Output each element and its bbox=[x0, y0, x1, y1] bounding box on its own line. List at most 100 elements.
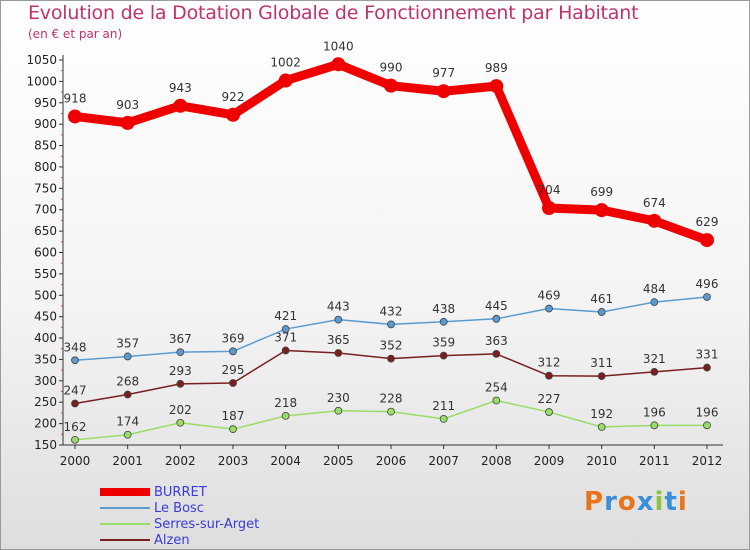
y-tick-label: 700 bbox=[34, 203, 57, 217]
data-point bbox=[123, 430, 132, 439]
data-label: 365 bbox=[327, 333, 350, 347]
y-tick-label: 400 bbox=[34, 331, 57, 345]
logo-letter: i bbox=[654, 487, 665, 517]
logo-letter: t bbox=[664, 487, 678, 517]
legend-item-burret[interactable]: BURRET bbox=[100, 484, 259, 500]
data-point bbox=[650, 298, 659, 307]
data-point bbox=[703, 363, 711, 372]
y-tick-label: 350 bbox=[34, 352, 57, 366]
data-label: 421 bbox=[274, 309, 297, 323]
data-label: 218 bbox=[274, 396, 297, 410]
data-label: 331 bbox=[696, 348, 719, 362]
data-label: 192 bbox=[590, 407, 613, 421]
legend-swatch-burret bbox=[100, 488, 150, 496]
data-point bbox=[545, 408, 553, 416]
data-label: 922 bbox=[222, 90, 245, 104]
y-tick-label: 450 bbox=[34, 310, 57, 324]
data-label: 977 bbox=[432, 66, 455, 80]
legend-label-le-bosc: Le Bosc bbox=[154, 500, 204, 516]
x-tick-label: 2004 bbox=[270, 454, 301, 468]
data-label: 196 bbox=[696, 405, 719, 419]
y-tick-label: 950 bbox=[34, 96, 57, 110]
chart-title: Evolution de la Dotation Globale de Fonc… bbox=[28, 2, 639, 24]
data-label: 443 bbox=[327, 300, 350, 314]
logo-letter: x bbox=[636, 487, 655, 517]
x-tick-label: 2010 bbox=[586, 454, 617, 468]
y-tick-label: 1000 bbox=[26, 74, 57, 88]
y-tick-label: 900 bbox=[34, 117, 57, 131]
data-point bbox=[176, 379, 185, 388]
x-tick-label: 2003 bbox=[218, 454, 249, 468]
data-point bbox=[334, 315, 343, 324]
legend-item-alzen[interactable]: Alzen bbox=[100, 532, 259, 548]
y-tick-label: 550 bbox=[34, 267, 57, 281]
data-point bbox=[597, 423, 606, 431]
data-label: 918 bbox=[64, 91, 87, 105]
data-point bbox=[331, 57, 346, 72]
data-label: 268 bbox=[116, 375, 139, 389]
data-point bbox=[492, 396, 501, 405]
y-tick-label: 200 bbox=[34, 417, 57, 431]
data-point bbox=[123, 352, 132, 361]
data-point bbox=[226, 107, 240, 122]
data-label: 704 bbox=[538, 183, 561, 197]
legend: BURRET Le Bosc Serres-sur-Arget Alzen bbox=[100, 484, 259, 548]
x-tick-label: 2005 bbox=[323, 454, 354, 468]
data-point bbox=[176, 348, 185, 357]
data-label: 445 bbox=[485, 299, 508, 313]
data-point bbox=[334, 406, 343, 415]
data-point bbox=[650, 421, 659, 430]
proxiti-logo: Proxiti bbox=[584, 487, 688, 517]
x-tick-label: 2002 bbox=[165, 454, 196, 468]
legend-label-alzen: Alzen bbox=[154, 532, 190, 548]
data-label: 943 bbox=[169, 81, 192, 95]
y-tick-label: 250 bbox=[34, 395, 57, 409]
data-point bbox=[439, 351, 448, 360]
data-label: 196 bbox=[643, 405, 666, 419]
data-point bbox=[384, 78, 398, 93]
legend-swatch-alzen bbox=[100, 539, 150, 541]
data-point bbox=[492, 314, 501, 323]
data-point bbox=[71, 399, 79, 408]
data-label: 990 bbox=[380, 61, 403, 75]
data-point bbox=[439, 317, 448, 326]
data-point bbox=[387, 354, 395, 363]
data-label: 1040 bbox=[323, 39, 354, 53]
data-point bbox=[229, 425, 237, 434]
data-point bbox=[439, 415, 448, 423]
legend-swatch-serres-sur-arget bbox=[100, 523, 150, 525]
data-label: 357 bbox=[116, 336, 139, 350]
data-point bbox=[647, 213, 662, 228]
data-label: 174 bbox=[116, 415, 139, 429]
data-point bbox=[436, 84, 451, 99]
y-tick-label: 500 bbox=[34, 288, 57, 302]
data-label: 363 bbox=[485, 334, 508, 348]
legend-label-burret: BURRET bbox=[154, 484, 207, 500]
y-tick-label: 650 bbox=[34, 224, 57, 238]
data-label: 903 bbox=[116, 98, 139, 112]
legend-item-le-bosc[interactable]: Le Bosc bbox=[100, 500, 259, 516]
legend-swatch-le-bosc bbox=[100, 507, 150, 509]
logo-letter: i bbox=[677, 487, 688, 517]
x-tick-label: 2000 bbox=[60, 454, 91, 468]
data-label: 202 bbox=[169, 403, 192, 417]
data-label: 629 bbox=[696, 215, 719, 229]
data-point bbox=[281, 346, 290, 355]
x-tick-label: 2007 bbox=[428, 454, 459, 468]
data-point bbox=[173, 98, 188, 113]
data-label: 461 bbox=[590, 292, 613, 306]
data-label: 348 bbox=[64, 340, 87, 354]
y-tick-label: 150 bbox=[34, 438, 57, 452]
y-tick-label: 850 bbox=[34, 139, 57, 153]
data-point bbox=[176, 418, 185, 427]
data-label: 293 bbox=[169, 364, 192, 378]
data-point bbox=[545, 304, 553, 313]
legend-label-serres-sur-arget: Serres-sur-Arget bbox=[154, 516, 260, 532]
data-label: 247 bbox=[64, 384, 87, 398]
data-point bbox=[334, 349, 343, 357]
data-point bbox=[229, 347, 237, 356]
legend-item-serres-sur-arget[interactable]: Serres-sur-Arget bbox=[100, 516, 259, 532]
x-tick-label: 2012 bbox=[692, 454, 723, 468]
